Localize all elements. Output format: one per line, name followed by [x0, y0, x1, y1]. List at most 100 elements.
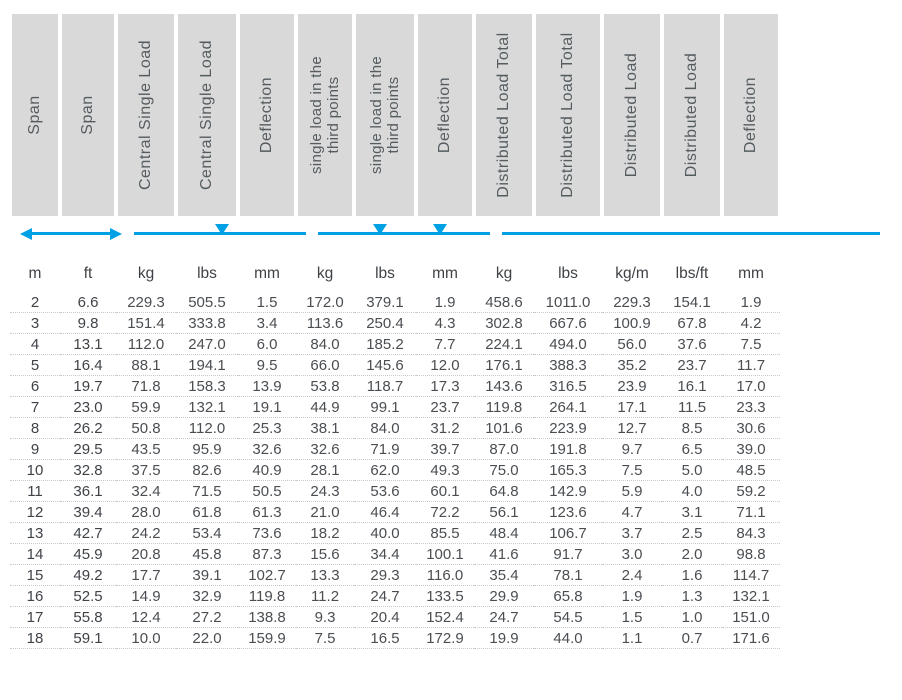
table-cell: 17.3	[416, 376, 474, 397]
table-cell: 12	[10, 502, 60, 523]
table-cell: 78.1	[534, 565, 602, 586]
table-cell: 5.9	[602, 481, 662, 502]
table-cell: 48.5	[722, 460, 780, 481]
table-cell: 71.9	[354, 439, 416, 460]
table-cell: 100.1	[416, 544, 474, 565]
table-row: 723.059.9132.119.144.999.123.7119.8264.1…	[10, 397, 892, 418]
table-cell: 11.5	[662, 397, 722, 418]
column-header: Span	[12, 14, 58, 216]
column-header: single load in thethird points	[298, 14, 352, 216]
table-cell: 67.8	[662, 313, 722, 334]
column-header-label: Distributed Load Total	[495, 32, 513, 197]
table-cell: 29.3	[354, 565, 416, 586]
table-cell: 6.0	[238, 334, 296, 355]
table-cell: 82.6	[176, 460, 238, 481]
table-cell: 9	[10, 439, 60, 460]
table-row: 516.488.1194.19.566.0145.612.0176.1388.3…	[10, 355, 892, 376]
column-header-label: Central Single Load	[198, 40, 216, 190]
table-cell: 48.4	[474, 523, 534, 544]
table-cell: 98.8	[722, 544, 780, 565]
table-row: 1549.217.739.1102.713.329.3116.035.478.1…	[10, 565, 892, 586]
column-header-label: Deflection	[436, 77, 454, 153]
table-cell: 39.4	[60, 502, 116, 523]
table-cell: 54.5	[534, 607, 602, 628]
table-cell: 145.6	[354, 355, 416, 376]
table-cell: 172.0	[296, 292, 354, 313]
table-cell: 333.8	[176, 313, 238, 334]
table-row: 1445.920.845.887.315.634.4100.141.691.73…	[10, 544, 892, 565]
table-cell: 132.1	[722, 586, 780, 607]
table-cell: 32.9	[176, 586, 238, 607]
table-cell: 20.8	[116, 544, 176, 565]
table-cell: 38.1	[296, 418, 354, 439]
table-cell: 15.6	[296, 544, 354, 565]
table-cell: 5.0	[662, 460, 722, 481]
table-cell: 87.0	[474, 439, 534, 460]
load-arrow-down-icon	[373, 224, 387, 235]
table-cell: 15	[10, 565, 60, 586]
table-cell: 3.4	[238, 313, 296, 334]
column-header: Distributed Load Total	[536, 14, 600, 216]
table-cell: 101.6	[474, 418, 534, 439]
table-cell: 39.0	[722, 439, 780, 460]
table-cell: 49.2	[60, 565, 116, 586]
table-cell: 61.3	[238, 502, 296, 523]
table-cell: 176.1	[474, 355, 534, 376]
unit-label: ft	[60, 262, 116, 286]
column-header-label: Distributed Load Total	[559, 32, 577, 197]
table-cell: 71.8	[116, 376, 176, 397]
table-cell: 29.5	[60, 439, 116, 460]
table-cell: 66.0	[296, 355, 354, 376]
table-cell: 1011.0	[534, 292, 602, 313]
table-cell: 16.4	[60, 355, 116, 376]
table-cell: 60.1	[416, 481, 474, 502]
table-cell: 9.7	[602, 439, 662, 460]
table-cell: 112.0	[176, 418, 238, 439]
table-cell: 10.0	[116, 628, 176, 649]
column-header-label: Span	[79, 95, 97, 134]
table-cell: 36.1	[60, 481, 116, 502]
table-cell: 194.1	[176, 355, 238, 376]
table-cell: 32.6	[296, 439, 354, 460]
unit-label: mm	[416, 262, 474, 286]
table-cell: 16.1	[662, 376, 722, 397]
table-cell: 41.6	[474, 544, 534, 565]
table-cell: 85.5	[416, 523, 474, 544]
table-cell: 40.9	[238, 460, 296, 481]
table-cell: 11	[10, 481, 60, 502]
table-cell: 302.8	[474, 313, 534, 334]
table-cell: 53.8	[296, 376, 354, 397]
table-cell: 31.2	[416, 418, 474, 439]
table-cell: 2	[10, 292, 60, 313]
table-row: 1239.428.061.861.321.046.472.256.1123.64…	[10, 502, 892, 523]
table-cell: 20.4	[354, 607, 416, 628]
units-row: mftkglbsmmkglbsmmkglbskg/mlbs/ftmm	[10, 262, 892, 286]
table-cell: 23.7	[416, 397, 474, 418]
table-row: 1136.132.471.550.524.353.660.164.8142.95…	[10, 481, 892, 502]
table-cell: 172.9	[416, 628, 474, 649]
table-cell: 44.0	[534, 628, 602, 649]
table-cell: 8.5	[662, 418, 722, 439]
table-cell: 2.5	[662, 523, 722, 544]
table-cell: 10	[10, 460, 60, 481]
table-cell: 3.7	[602, 523, 662, 544]
unit-label: kg	[296, 262, 354, 286]
table-cell: 42.7	[60, 523, 116, 544]
table-cell: 22.0	[176, 628, 238, 649]
table-cell: 34.4	[354, 544, 416, 565]
table-cell: 7.5	[602, 460, 662, 481]
table-cell: 59.2	[722, 481, 780, 502]
table-cell: 50.5	[238, 481, 296, 502]
table-cell: 5	[10, 355, 60, 376]
table-cell: 102.7	[238, 565, 296, 586]
table-cell: 113.6	[296, 313, 354, 334]
table-cell: 3.1	[662, 502, 722, 523]
table-cell: 53.4	[176, 523, 238, 544]
column-header: single load in thethird points	[356, 14, 414, 216]
table-cell: 17.0	[722, 376, 780, 397]
table-cell: 1.9	[416, 292, 474, 313]
table-cell: 23.7	[662, 355, 722, 376]
table-cell: 44.9	[296, 397, 354, 418]
span-arrow-right-icon	[110, 228, 122, 240]
table-cell: 133.5	[416, 586, 474, 607]
